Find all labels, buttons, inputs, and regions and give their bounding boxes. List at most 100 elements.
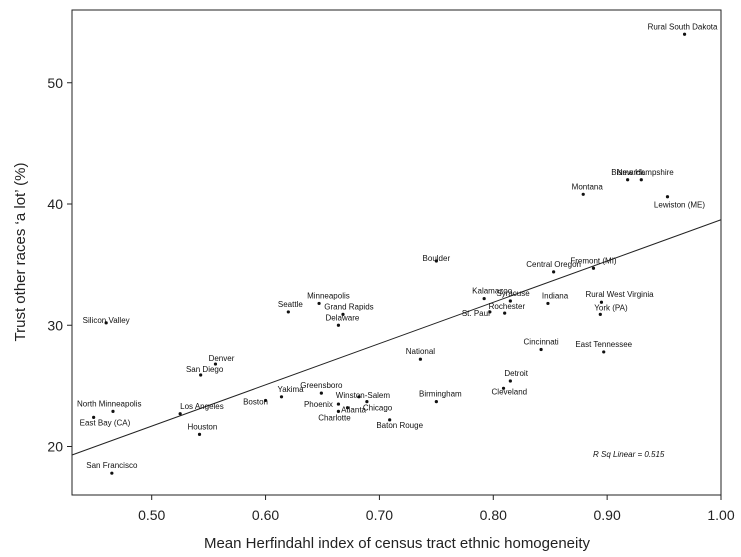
data-point <box>336 323 341 327</box>
data-point <box>503 311 507 315</box>
x-axis-title: Mean Herfindahl index of census tract et… <box>204 535 591 552</box>
data-point <box>388 418 392 422</box>
point-label: Yakima <box>278 385 305 394</box>
point-label: Atlanta <box>341 406 366 415</box>
point-label: Chicago <box>363 404 393 413</box>
axis-ticks: 0.50 0.60 0.70 0.80 0.90 1.00 20 30 40 50 <box>47 75 734 523</box>
point-label: Bismarck <box>611 168 645 177</box>
point-label: Central Oregon <box>526 260 581 269</box>
point-label: Grand Rapids <box>324 302 373 311</box>
data-point <box>178 412 182 416</box>
data-point <box>581 192 585 196</box>
point-label: New Hampshire <box>617 168 674 177</box>
y-tick-label-2: 40 <box>47 196 63 212</box>
point-label: York (PA) <box>594 303 628 312</box>
x-tick-label-0: 0.50 <box>138 507 165 523</box>
data-point <box>336 409 341 413</box>
point-label: San Diego <box>186 365 224 374</box>
point-label: Cleveland <box>492 387 528 396</box>
point-label: North Minneapolis <box>77 399 141 408</box>
x-tick-label-2: 0.70 <box>366 507 393 523</box>
data-point <box>539 347 543 352</box>
point-label: Montana <box>572 182 604 191</box>
point-label: Birmingham <box>419 390 462 399</box>
data-point <box>111 409 115 413</box>
point-label: Charlotte <box>318 413 351 422</box>
point-label: Rochester <box>489 302 526 311</box>
point-label: Rural West Virginia <box>585 290 654 299</box>
x-tick-label-5: 1.00 <box>707 507 734 523</box>
data-point <box>602 350 606 354</box>
data-point <box>345 406 350 410</box>
point-label: East Bay (CA) <box>80 418 131 427</box>
point-label: Detroit <box>504 369 528 378</box>
point-label: St. Paul <box>462 309 490 318</box>
data-point <box>104 321 108 325</box>
point-label: Kalamazoo <box>472 287 513 296</box>
data-point <box>552 270 556 274</box>
data-point <box>286 310 290 314</box>
data-point <box>197 432 202 436</box>
data-point <box>319 391 323 395</box>
point-label: Minneapolis <box>307 291 350 300</box>
data-point <box>546 301 550 306</box>
point-label: Syracuse <box>496 289 530 298</box>
point-label: Winston-Salem <box>336 391 391 400</box>
y-tick-label-1: 30 <box>47 317 63 333</box>
point-label: Lewiston (ME) <box>654 201 705 210</box>
point-label: Boston <box>243 397 268 406</box>
data-point <box>482 296 486 301</box>
data-point <box>599 300 604 304</box>
data-point <box>434 400 438 404</box>
point-label: Seattle <box>278 300 303 309</box>
data-point <box>488 310 492 314</box>
data-point <box>591 266 596 270</box>
data-points <box>92 32 687 475</box>
data-point <box>92 415 96 419</box>
point-label: San Francisco <box>86 461 138 470</box>
data-point <box>110 471 114 475</box>
data-point <box>598 312 602 316</box>
data-point <box>213 362 218 366</box>
point-label: Fremont (MI) <box>570 256 617 265</box>
data-point <box>501 386 506 390</box>
data-point <box>639 178 643 182</box>
data-point <box>279 395 284 399</box>
data-point <box>508 299 512 303</box>
y-axis-title: Trust other races ‘a lot’ (%) <box>12 163 29 342</box>
data-point <box>626 178 630 182</box>
point-label: Baton Rouge <box>376 421 423 430</box>
x-tick-label-1: 0.60 <box>252 507 279 523</box>
point-label: Cincinnati <box>524 338 559 347</box>
r-squared-annotation: R Sq Linear = 0.515 <box>593 450 665 459</box>
data-point <box>508 379 512 383</box>
point-label: Boulder <box>423 254 451 263</box>
data-point <box>365 400 369 404</box>
linear-fit-line <box>71 219 722 456</box>
data-point <box>418 357 423 361</box>
data-point <box>682 32 687 36</box>
data-point <box>434 259 438 263</box>
point-label: National <box>406 347 436 356</box>
data-point <box>357 395 361 399</box>
point-label: Los Angeles <box>180 402 224 411</box>
data-point <box>665 195 670 199</box>
data-point <box>317 301 321 306</box>
point-label: Phoenix <box>304 400 333 409</box>
point-label: Denver <box>209 354 235 363</box>
plot-frame <box>71 9 722 496</box>
data-point <box>336 402 341 406</box>
point-label: Silicon Valley <box>83 316 130 325</box>
point-label: Rural South Dakota <box>648 22 718 31</box>
point-label: Houston <box>188 422 218 431</box>
y-tick-label-0: 20 <box>47 439 63 455</box>
data-point <box>199 373 203 377</box>
data-point <box>341 312 345 316</box>
point-label: Delaware <box>326 313 360 322</box>
y-tick-label-3: 50 <box>47 75 63 91</box>
x-tick-label-4: 0.90 <box>594 507 621 523</box>
point-label: East Tennessee <box>575 340 632 349</box>
point-label: Greensboro <box>300 381 343 390</box>
